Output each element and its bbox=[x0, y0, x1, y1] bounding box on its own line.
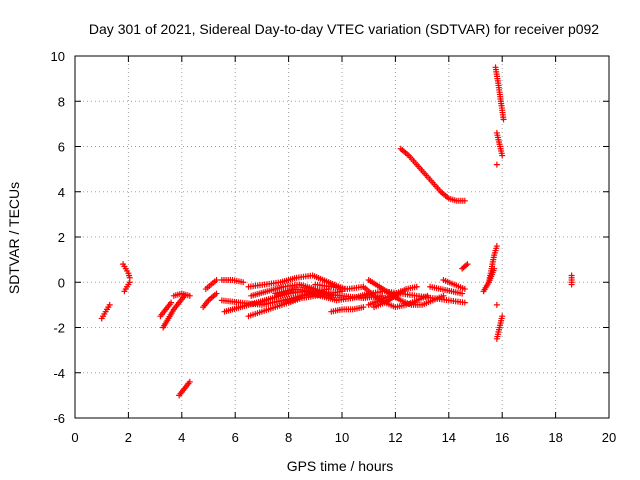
data-point bbox=[424, 292, 431, 299]
data-point bbox=[461, 299, 468, 306]
data-marks bbox=[98, 64, 575, 399]
series-arc-7 bbox=[176, 378, 193, 399]
data-point bbox=[461, 286, 468, 293]
data-point bbox=[500, 116, 507, 123]
series-arc-4 bbox=[157, 299, 175, 320]
series-arc-25 bbox=[440, 276, 468, 293]
data-point bbox=[459, 290, 466, 297]
data-point bbox=[413, 283, 420, 290]
data-point bbox=[464, 261, 471, 268]
series-arc-8 bbox=[200, 290, 220, 311]
data-point bbox=[186, 292, 193, 299]
series-arc-6 bbox=[170, 290, 193, 299]
x-tick-label: 10 bbox=[335, 430, 349, 445]
data-point bbox=[461, 197, 468, 204]
data-point bbox=[568, 281, 575, 288]
y-axis-label: SDTVAR / TECUs bbox=[6, 182, 22, 294]
y-tick-label: -6 bbox=[53, 411, 65, 426]
x-tick-label: 2 bbox=[125, 430, 132, 445]
data-point bbox=[493, 301, 500, 308]
y-tick-label: 8 bbox=[58, 94, 65, 109]
y-tick-label: -2 bbox=[53, 321, 65, 336]
series-arc-19 bbox=[328, 304, 367, 315]
y-tick-label: 2 bbox=[58, 230, 65, 245]
series-arc-29 bbox=[485, 243, 500, 286]
data-point bbox=[186, 378, 193, 385]
series-arc-35 bbox=[568, 272, 575, 288]
series-arc-1 bbox=[98, 301, 113, 322]
x-tick-label: 14 bbox=[442, 430, 456, 445]
x-tick-label: 20 bbox=[602, 430, 616, 445]
data-point bbox=[106, 301, 113, 308]
data-point bbox=[213, 276, 220, 283]
chart-title: Day 301 of 2021, Sidereal Day-to-day VTE… bbox=[89, 21, 599, 37]
data-point bbox=[493, 161, 500, 168]
y-tick-label: 0 bbox=[58, 275, 65, 290]
series-arc-9 bbox=[202, 276, 220, 293]
grid bbox=[75, 56, 609, 418]
series-arc-23 bbox=[371, 283, 420, 311]
y-tick-label: 10 bbox=[51, 49, 65, 64]
x-tick-label: 4 bbox=[178, 430, 185, 445]
y-tick-label: 4 bbox=[58, 185, 65, 200]
series-arc-10 bbox=[218, 276, 247, 286]
x-tick-label: 16 bbox=[495, 430, 509, 445]
data-point bbox=[499, 313, 506, 320]
series-arc-31 bbox=[493, 301, 500, 308]
y-tick-label: 6 bbox=[58, 140, 65, 155]
x-tick-label: 6 bbox=[232, 430, 239, 445]
series-arc-5 bbox=[160, 292, 188, 331]
data-point bbox=[463, 262, 470, 269]
data-point bbox=[440, 292, 447, 299]
x-tick-label: 18 bbox=[548, 430, 562, 445]
series-arc-26 bbox=[397, 145, 468, 204]
series-arc-3 bbox=[121, 279, 133, 295]
x-axis-label: GPS time / hours bbox=[287, 458, 394, 474]
data-point bbox=[168, 299, 175, 306]
series-arc-33 bbox=[492, 64, 507, 123]
series-arc-2 bbox=[120, 261, 133, 281]
data-point bbox=[493, 243, 500, 250]
x-tick-label: 0 bbox=[71, 430, 78, 445]
series-arc-27 bbox=[459, 261, 471, 272]
data-point bbox=[126, 279, 133, 286]
y-tick-label: -4 bbox=[53, 366, 65, 381]
data-point bbox=[499, 152, 506, 159]
series-arc-34 bbox=[493, 161, 500, 168]
series-arc-30 bbox=[493, 313, 506, 342]
x-tick-label: 12 bbox=[388, 430, 402, 445]
data-point bbox=[213, 290, 220, 297]
axis-ticks: 0 2 4 6 8 10 12 14 16 18 20 -6 -4 -2 0 2 4 6 8 10 bbox=[51, 49, 617, 445]
x-tick-label: 8 bbox=[285, 430, 292, 445]
data-point bbox=[360, 304, 367, 311]
data-point bbox=[240, 279, 247, 286]
series-arc-32 bbox=[493, 129, 506, 159]
series-arc-24 bbox=[427, 283, 466, 297]
data-point bbox=[328, 292, 335, 299]
